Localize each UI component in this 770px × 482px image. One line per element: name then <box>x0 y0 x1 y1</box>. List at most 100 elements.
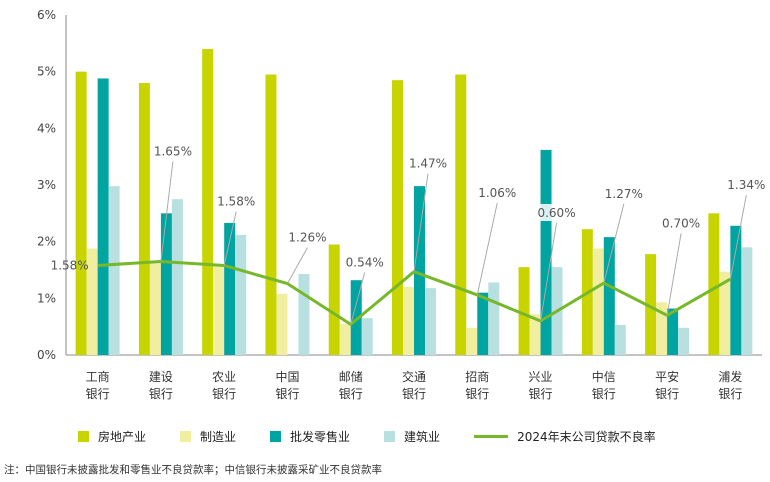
bar-construction <box>361 318 373 355</box>
data-label-bg <box>288 228 327 246</box>
bar-manufacturing <box>403 287 414 355</box>
bar-wholesale-retail <box>160 213 172 355</box>
legend-swatch <box>270 430 282 442</box>
bar-construction <box>235 234 247 355</box>
x-category-label: 银行 <box>465 387 489 401</box>
data-label-bg <box>153 142 192 160</box>
data-label-bg <box>537 204 576 221</box>
x-category-label: 工商 <box>86 369 110 384</box>
x-category-label: 银行 <box>402 387 426 401</box>
data-label-bg <box>217 192 256 210</box>
bar-wholesale-retail <box>540 149 552 355</box>
x-category-label: 平安 <box>655 369 679 384</box>
npl-data-label: 1.65% <box>154 145 192 159</box>
data-label-bg <box>604 185 643 203</box>
bar-real-estate <box>392 80 403 356</box>
data-label-leader <box>540 222 558 322</box>
npl-data-label: 0.70% <box>662 216 700 230</box>
data-label-leader <box>666 233 682 316</box>
legend-item-wholesale-retail: 批发零售业 <box>270 428 350 445</box>
y-tick-label: 6% <box>37 8 56 22</box>
bar-real-estate <box>645 254 657 355</box>
y-tick-label: 4% <box>37 121 56 135</box>
bar-manufacturing <box>339 323 351 355</box>
x-category-label: 银行 <box>149 387 173 401</box>
bar-real-estate <box>138 83 150 355</box>
legend-swatch <box>384 430 396 442</box>
bar-manufacturing <box>529 314 541 355</box>
data-label-bg <box>345 253 384 271</box>
bar-real-estate <box>518 267 530 355</box>
legend: 房地产业 制造业 批发零售业 建筑业 2024年末公司贷款不良率 <box>78 426 690 446</box>
bar-wholesale-retail <box>603 237 615 355</box>
bar-real-estate <box>265 74 277 355</box>
x-category-label: 中国 <box>275 369 299 384</box>
data-label-leader <box>223 211 237 266</box>
bar-real-estate <box>75 71 87 356</box>
bar-construction <box>298 273 310 355</box>
npl-data-label: 1.58% <box>217 194 255 208</box>
bar-construction <box>171 199 183 355</box>
npl-data-label: 1.27% <box>605 187 643 201</box>
bar-wholesale-retail <box>97 78 109 355</box>
bar-wholesale-retail <box>667 308 679 355</box>
data-label-leader <box>476 202 498 296</box>
bar-wholesale-retail <box>224 222 236 355</box>
bar-real-estate <box>455 74 467 355</box>
y-tick-label: 0% <box>37 348 56 362</box>
legend-item-npl-line: 2024年末公司贷款不良率 <box>474 428 656 445</box>
npl-data-label: 1.06% <box>478 186 516 200</box>
legend-label: 制造业 <box>200 429 237 444</box>
bar-construction <box>488 282 500 355</box>
x-category-label: 银行 <box>718 387 742 401</box>
x-category-label: 银行 <box>212 387 236 401</box>
bar-manufacturing <box>719 271 731 355</box>
x-category-label: 银行 <box>275 387 299 401</box>
legend-label: 2024年末公司贷款不良率 <box>517 429 656 444</box>
data-label-bg <box>727 176 766 194</box>
x-category-label: 银行 <box>86 387 110 401</box>
bar-wholesale-retail <box>414 186 425 355</box>
data-label-leader <box>287 247 308 284</box>
bar-construction <box>614 324 626 355</box>
y-tick-label: 1% <box>37 291 56 305</box>
bar-real-estate <box>708 213 720 355</box>
legend-swatch <box>180 430 192 442</box>
legend-item-real-estate: 房地产业 <box>78 428 146 445</box>
legend-label: 建筑业 <box>404 429 441 444</box>
bar-manufacturing <box>656 302 668 355</box>
bar-wholesale-retail <box>350 280 362 355</box>
data-label-leader <box>729 194 747 280</box>
x-category-label: 银行 <box>529 387 553 401</box>
data-label-leader <box>413 173 429 272</box>
x-category-label: 银行 <box>339 387 363 401</box>
npl-data-label: 1.26% <box>288 231 326 245</box>
footnote: 注：中国银行未披露批发和零售业不良贷款率；中信银行未披露采矿业不良贷款率 <box>4 464 382 476</box>
x-category-label: 农业 <box>212 370 236 384</box>
y-tick-label: 3% <box>37 178 56 192</box>
x-category-label: 建设 <box>149 370 173 384</box>
npl-data-label: 1.58% <box>51 258 89 272</box>
bar-real-estate <box>328 244 340 355</box>
npl-data-label: 0.60% <box>537 206 575 220</box>
x-category-label: 邮储 <box>339 369 363 384</box>
bar-construction <box>678 327 690 355</box>
npl-data-label: 1.47% <box>409 157 447 171</box>
data-label-leader <box>160 161 174 262</box>
legend-swatch <box>78 430 89 442</box>
bar-wholesale-retail <box>477 292 489 355</box>
data-label-bg <box>662 214 701 232</box>
y-tick-label: 2% <box>37 235 56 249</box>
bar-construction <box>108 186 120 355</box>
data-label-bg <box>409 154 447 172</box>
npl-data-label: 0.54% <box>346 255 384 269</box>
data-label-leader <box>350 272 366 325</box>
data-label-bg <box>478 183 517 201</box>
legend-item-construction: 建筑业 <box>384 428 440 445</box>
bar-real-estate <box>202 49 214 355</box>
y-tick-label: 5% <box>37 65 56 79</box>
x-category-label: 兴业 <box>529 370 553 384</box>
legend-label: 房地产业 <box>98 429 147 444</box>
bar-construction <box>425 288 436 355</box>
